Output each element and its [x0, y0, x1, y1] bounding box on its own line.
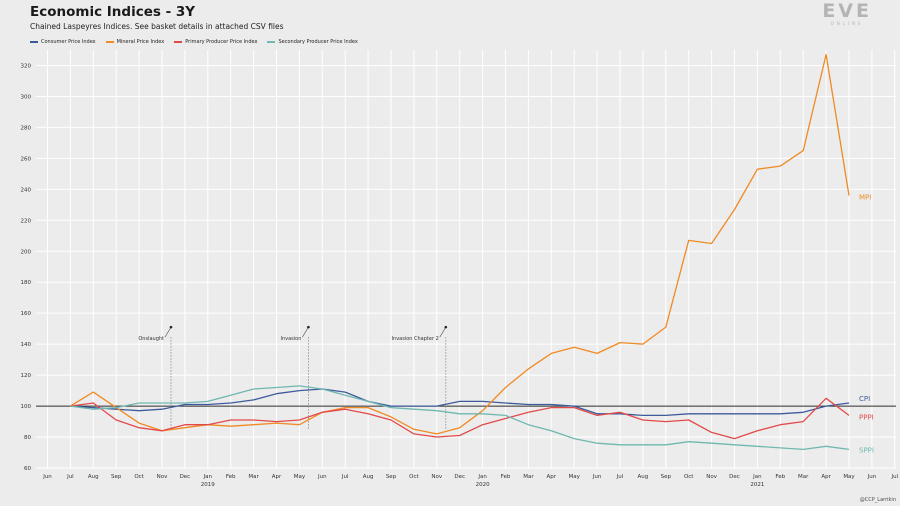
logo-sub-text: ONLINE	[830, 21, 864, 26]
x-tick-label: Jul	[616, 474, 624, 480]
x-tick-label: Jan	[477, 474, 487, 480]
legend-item-mpi: Mineral Price Index	[105, 39, 165, 45]
annotation-label: Onslaught	[138, 336, 164, 342]
y-tick-label: 60	[24, 466, 31, 472]
legend-item-cpi: Consumer Price Index	[30, 39, 96, 45]
series-line-sppi	[70, 385, 850, 451]
y-tick-label: 180	[21, 280, 32, 286]
series-line-cpi	[70, 388, 850, 417]
eve-online-logo: EVE ONLINE	[822, 0, 872, 27]
x-tick-label: May	[843, 474, 855, 480]
annotation-leader	[164, 326, 172, 338]
x-tick-label: Dec	[454, 474, 465, 480]
annotation-leader	[439, 326, 447, 338]
x-tick-label: Jun	[867, 474, 877, 480]
y-tick-label: 80	[24, 435, 31, 441]
x-tick-label: Oct	[409, 474, 419, 480]
series-end-labels: CPI MPI PPPI SPPI	[859, 194, 874, 455]
x-tick-label: Oct	[134, 474, 144, 480]
y-tick-label: 160	[21, 311, 32, 317]
legend-label-pppi: Primary Producer Price Index	[185, 39, 258, 45]
y-tick-label: 200	[21, 249, 32, 255]
x-tick-label: Apr	[821, 474, 831, 480]
legend-label-sppi: Secondary Producer Price Index	[278, 39, 358, 45]
legend-swatch-sppi	[267, 41, 276, 43]
x-tick-label: Oct	[684, 474, 694, 480]
x-tick-label: Aug	[88, 474, 99, 480]
x-tick-label: Jun	[592, 474, 602, 480]
x-tick-label: Feb	[775, 474, 785, 480]
chart-subtitle: Chained Laspeyres Indices. See basket de…	[30, 22, 284, 31]
annotation-label: Invasion	[281, 336, 302, 342]
x-tick-label: Feb	[501, 474, 511, 480]
x-tick-label: Jun	[317, 474, 327, 480]
y-tick-label: 140	[21, 342, 32, 348]
chart-title: Economic Indices - 3Y	[30, 4, 196, 20]
x-tick-label: May	[294, 474, 306, 480]
x-tick-label: Jun	[42, 474, 52, 480]
y-tick-label: 260	[21, 156, 32, 162]
series-line-mpi	[70, 53, 850, 435]
y-tick-label: 120	[21, 373, 32, 379]
series-line-pppi	[70, 397, 850, 440]
x-tick-label: Mar	[248, 474, 259, 480]
annotation-leader	[302, 326, 309, 338]
x-tick-label: Mar	[523, 474, 534, 480]
legend-label-mpi: Mineral Price Index	[116, 39, 165, 45]
annotation-dot	[307, 325, 310, 329]
x-year-label: 2020	[476, 482, 490, 488]
y-tick-label: 320	[21, 63, 32, 69]
x-tick-label: Apr	[547, 474, 557, 480]
annotation-label: Invasion Chapter 2	[392, 336, 439, 342]
y-tick-label: 280	[21, 125, 32, 131]
x-tick-label: Dec	[180, 474, 191, 480]
y-tick-label: 220	[21, 218, 32, 224]
x-tick-label: Jul	[890, 474, 898, 480]
axes: 60 80 100 120 140 160 180 200 220 240 260 280 300 320…	[21, 63, 899, 488]
x-tick-label: Sep	[111, 474, 122, 480]
annotation-dot	[444, 325, 448, 329]
x-year-label: 2021	[750, 482, 764, 488]
x-tick-label: Aug	[363, 474, 374, 480]
series-end-label-sppi: SPPI	[859, 446, 874, 454]
x-tick-label: Feb	[226, 474, 236, 480]
series-end-label-pppi: PPPI	[859, 413, 874, 421]
y-tick-label: 100	[21, 404, 32, 410]
legend-swatch-pppi	[174, 41, 183, 43]
x-tick-label: Nov	[157, 474, 168, 480]
x-tick-label: Mar	[798, 474, 809, 480]
x-tick-label: Jul	[341, 474, 349, 480]
x-tick-label: Aug	[638, 474, 649, 480]
series-end-label-mpi: MPI	[859, 194, 871, 202]
legend-item-pppi: Primary Producer Price Index	[174, 39, 257, 45]
legend-label-cpi: Consumer Price Index	[41, 39, 96, 45]
x-tick-label: Sep	[386, 474, 397, 480]
x-tick-label: Jan	[752, 474, 762, 480]
logo-main-text: EVE	[822, 0, 872, 22]
x-tick-label: Dec	[729, 474, 740, 480]
y-tick-label: 300	[21, 94, 32, 100]
legend-item-sppi: Secondary Producer Price Index	[267, 39, 358, 45]
x-year-label: 2019	[201, 482, 215, 488]
annotation-dot	[169, 325, 173, 329]
x-tick-label: Apr	[272, 474, 282, 480]
series	[70, 53, 850, 451]
x-tick-label: Nov	[706, 474, 717, 480]
x-tick-label: Nov	[431, 474, 442, 480]
legend: Consumer Price Index Mineral Price Index…	[30, 39, 358, 45]
credit-text: @CCP_Larrikin	[859, 497, 896, 503]
legend-swatch-cpi	[30, 41, 38, 43]
x-tick-label: Sep	[661, 474, 672, 480]
annotations: Onslaught Invasion Invasion Chapter 2	[138, 325, 448, 430]
x-tick-label: May	[569, 474, 581, 480]
x-tick-label: Jul	[66, 474, 74, 480]
x-tick-label: Jan	[203, 474, 213, 480]
grid	[36, 50, 896, 469]
legend-swatch-mpi	[105, 41, 114, 43]
y-tick-label: 240	[21, 187, 32, 193]
series-end-label-cpi: CPI	[859, 395, 870, 403]
